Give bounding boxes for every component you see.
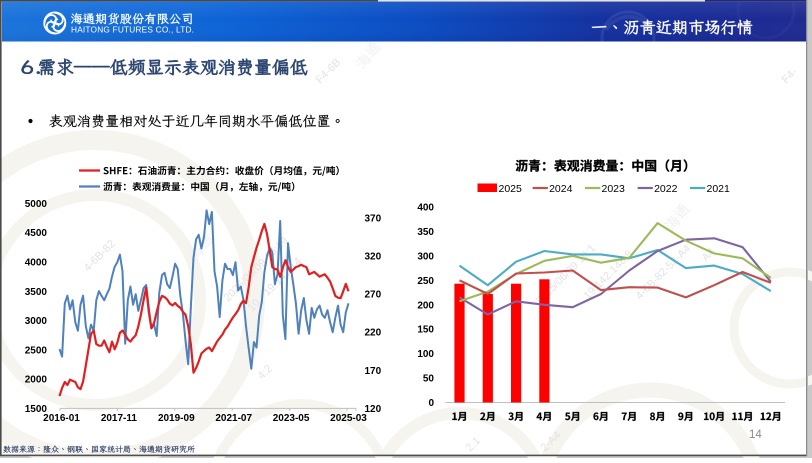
svg-text:2022: 2022 (654, 183, 678, 195)
svg-text:2024: 2024 (549, 183, 573, 195)
svg-text:200: 200 (417, 300, 434, 311)
svg-text:1500: 1500 (25, 404, 48, 415)
svg-text:2025-03: 2025-03 (330, 413, 367, 424)
svg-text:400: 400 (417, 203, 434, 214)
svg-text:350: 350 (417, 227, 434, 238)
svg-text:170: 170 (365, 366, 382, 377)
svg-text:4500: 4500 (25, 228, 48, 239)
svg-text:300: 300 (417, 251, 434, 262)
svg-text:320: 320 (365, 252, 382, 263)
svg-text:2023-05: 2023-05 (273, 413, 310, 424)
svg-text:14: 14 (749, 429, 762, 441)
svg-text:HAITONG FUTURES CO., LTD.: HAITONG FUTURES CO., LTD. (71, 25, 194, 35)
svg-text:2021: 2021 (707, 183, 731, 195)
svg-text:2500: 2500 (25, 345, 48, 356)
svg-text:2025: 2025 (499, 183, 523, 195)
svg-text:0: 0 (428, 398, 434, 409)
svg-text:2000: 2000 (25, 375, 48, 386)
svg-text:3000: 3000 (25, 316, 48, 327)
svg-text:370: 370 (365, 214, 382, 225)
svg-text:5000: 5000 (25, 199, 48, 210)
svg-text:4000: 4000 (25, 257, 48, 268)
svg-text:2023: 2023 (602, 183, 626, 195)
svg-text:50: 50 (423, 374, 435, 385)
svg-text:270: 270 (365, 290, 382, 301)
svg-text:2016-01: 2016-01 (43, 413, 80, 424)
svg-text:100: 100 (417, 349, 434, 360)
svg-text:2021-07: 2021-07 (215, 413, 252, 424)
svg-text:2017-11: 2017-11 (101, 413, 138, 424)
svg-text:2019-09: 2019-09 (158, 413, 195, 424)
svg-text:250: 250 (417, 276, 434, 287)
svg-text:120: 120 (365, 404, 382, 415)
svg-text:220: 220 (365, 328, 382, 339)
svg-text:150: 150 (417, 325, 434, 336)
svg-text:3500: 3500 (25, 287, 48, 298)
